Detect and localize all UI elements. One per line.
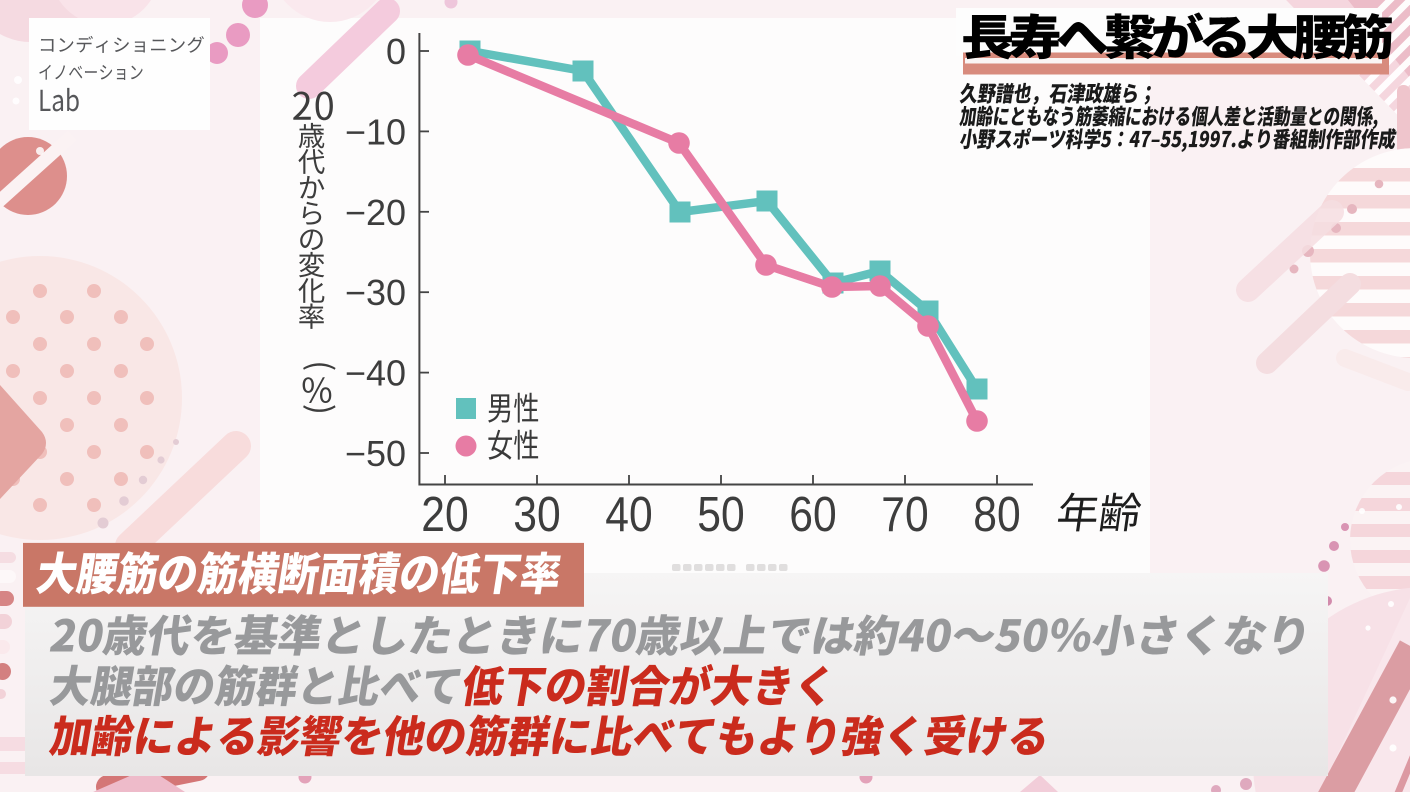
svg-text:40: 40 xyxy=(605,486,652,541)
svg-text:80: 80 xyxy=(973,486,1020,541)
svg-text:−20: −20 xyxy=(345,192,406,233)
svg-text:−10: −10 xyxy=(345,111,406,152)
svg-text:50: 50 xyxy=(697,486,744,541)
svg-text:30: 30 xyxy=(513,486,560,541)
svg-text:20: 20 xyxy=(421,486,468,541)
svg-text:−30: −30 xyxy=(345,272,406,313)
svg-text:60: 60 xyxy=(789,486,836,541)
svg-text:70: 70 xyxy=(881,486,928,541)
svg-text:−50: −50 xyxy=(345,433,406,474)
svg-text:−40: −40 xyxy=(345,353,406,394)
svg-text:0: 0 xyxy=(386,31,406,72)
